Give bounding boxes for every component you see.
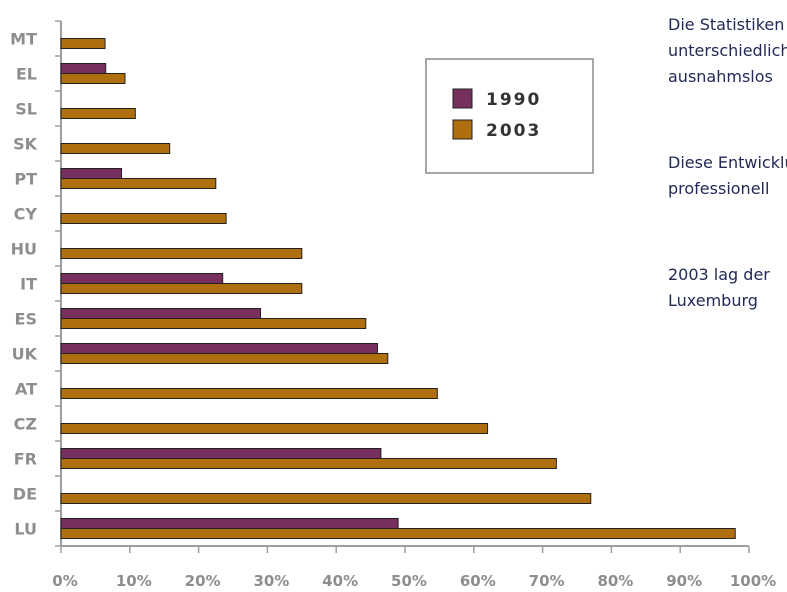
legend-swatch: [452, 88, 473, 109]
bar-1990: [60, 308, 262, 319]
y-tick-label: LU: [14, 520, 37, 539]
y-tick-label: ES: [15, 310, 37, 329]
x-tick-label: 90%: [666, 572, 702, 590]
x-tick-label: 70%: [529, 572, 565, 590]
bar-2003: [60, 73, 126, 84]
bar-2003: [60, 528, 736, 539]
legend-swatch: [452, 119, 473, 140]
x-tick-label: 10%: [116, 572, 152, 590]
bar-2003: [60, 248, 303, 259]
y-tick-label: EL: [16, 65, 37, 84]
bar-2003: [60, 108, 136, 119]
bar-2003: [60, 353, 389, 364]
bar-2003: [60, 458, 557, 469]
text-paragraph-1: Die Statistiken unterschiedlich ausnahms…: [668, 12, 787, 90]
y-tick-label: FR: [14, 450, 37, 469]
legend-label: 1990: [486, 90, 541, 110]
bar-2003: [60, 493, 592, 504]
text-paragraph-3: 2003 lag der Luxemburg: [668, 262, 787, 314]
y-tick-label: DE: [13, 485, 37, 504]
bar-2003: [60, 318, 367, 329]
bar-2003: [60, 38, 106, 49]
x-tick-label: 50%: [391, 572, 427, 590]
x-tick-label: 80%: [597, 572, 633, 590]
text-paragraph-2: Diese Entwicklung professionell: [668, 150, 787, 202]
bar-2003: [60, 143, 171, 154]
text-line: ausnahmslos: [668, 67, 773, 86]
x-tick-label: 40%: [322, 572, 358, 590]
bar-2003: [60, 178, 217, 189]
bar-2003: [60, 423, 489, 434]
text-line: Luxemburg: [668, 291, 758, 310]
text-line: Die Statistiken: [668, 15, 785, 34]
y-tick-label: SK: [13, 135, 38, 154]
bar-2003: [60, 213, 227, 224]
legend-box: [425, 58, 594, 174]
text-line: 2003 lag der: [668, 265, 770, 284]
x-tick-label: 0%: [52, 572, 77, 590]
y-tick-label: AT: [15, 380, 37, 399]
y-tick-label: IT: [20, 275, 37, 294]
bar-2003: [60, 283, 303, 294]
legend-label: 2003: [486, 121, 541, 141]
y-tick-label: HU: [11, 240, 37, 259]
bar-1990: [60, 63, 107, 74]
x-tick-label: 20%: [185, 572, 221, 590]
y-tick-label: PT: [14, 170, 37, 189]
text-line: unterschiedlich: [668, 41, 787, 60]
x-tick-label: 60%: [460, 572, 496, 590]
y-tick-label: SL: [15, 100, 37, 119]
x-tick-label: 100%: [730, 572, 776, 590]
x-tick-label: 30%: [253, 572, 289, 590]
bar-1990: [60, 273, 224, 284]
y-tick-label: MT: [10, 30, 37, 49]
bar-2003: [60, 388, 438, 399]
y-tick-label: CZ: [14, 415, 37, 434]
bar-1990: [60, 343, 378, 354]
text-line: professionell: [668, 179, 770, 198]
text-line: Diese Entwicklung: [668, 153, 787, 172]
bar-1990: [60, 168, 123, 179]
bar-1990: [60, 448, 382, 459]
y-tick-label: CY: [14, 205, 38, 224]
y-tick-label: UK: [12, 345, 38, 364]
bar-1990: [60, 518, 399, 529]
